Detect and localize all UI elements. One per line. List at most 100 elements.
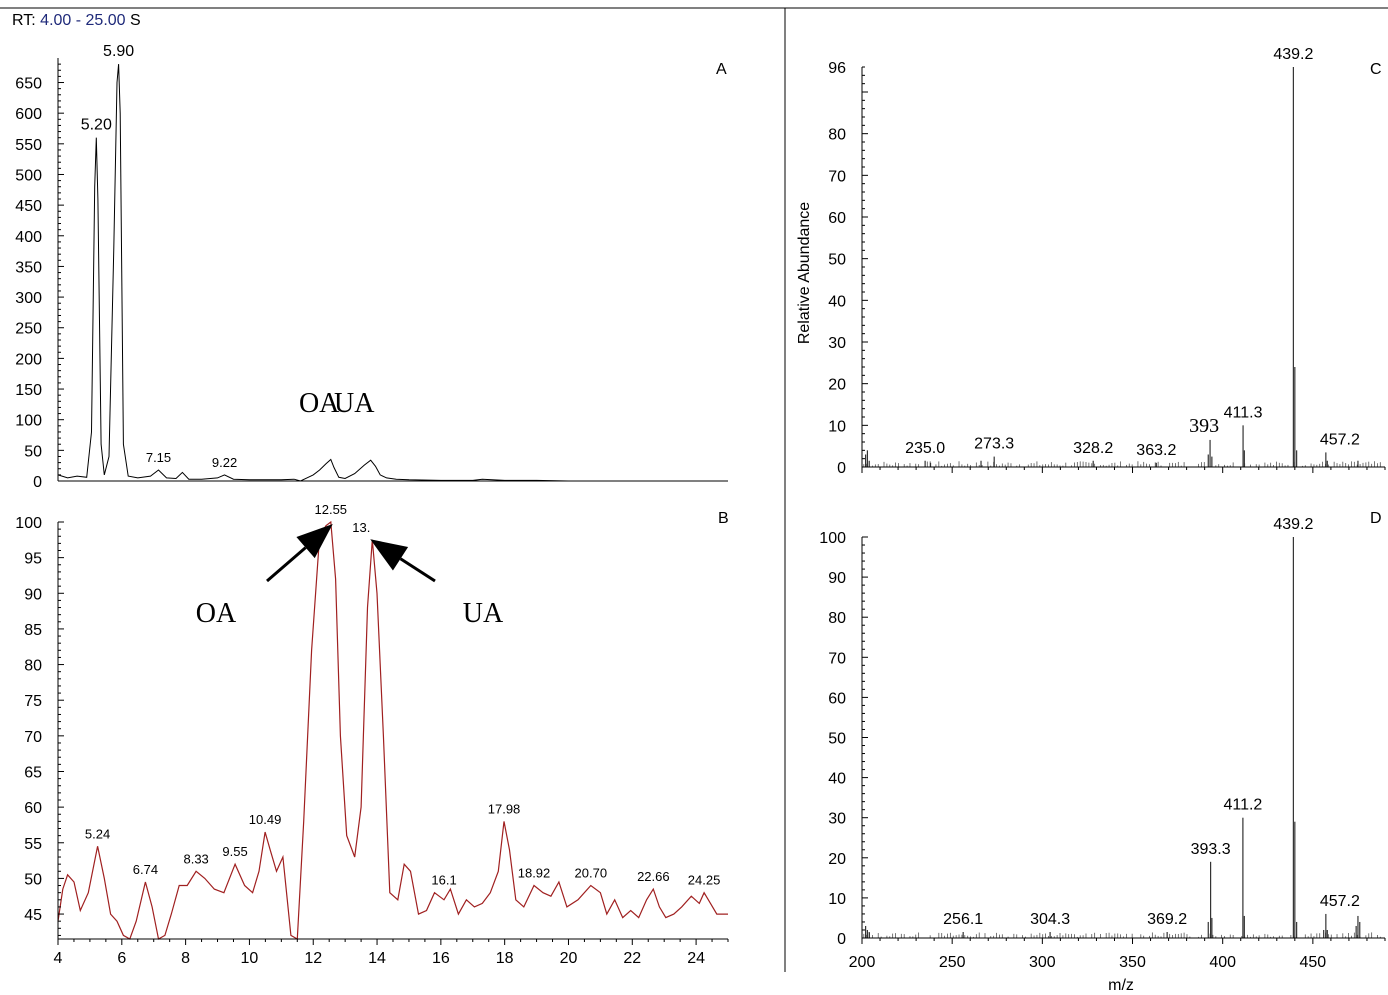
chart-d-y-tick-label: 70 xyxy=(828,650,846,667)
chart-b-arrow-ua-shaft xyxy=(399,557,436,583)
chart-b-peak-label: 8.33 xyxy=(183,851,208,866)
chart-panel-d: 0 10 20 30 40 50 60 70 80 90 100 200 250 300 350 400 450… xyxy=(819,510,1386,994)
chart-b-y-tick-label: 70 xyxy=(24,729,42,746)
chart-d-peak-label: 457.2 xyxy=(1320,893,1360,910)
chart-c-y-tick-label: 60 xyxy=(828,210,846,227)
chart-b-arrow-oa-shaft xyxy=(266,546,307,583)
chart-b-peak-label: 18.92 xyxy=(518,866,551,881)
chart-c-peak-label: 439.2 xyxy=(1273,46,1313,63)
chart-b-x-tick-label: 12 xyxy=(304,950,322,967)
chart-c-y-tick-label: 96 xyxy=(828,60,846,77)
chart-a-peak-label: 7.15 xyxy=(146,450,171,465)
chart-d-x-tick-label: 200 xyxy=(849,954,876,971)
chart-a-y-tick-label: 500 xyxy=(15,167,42,184)
chart-d-x-tick-label: 450 xyxy=(1300,954,1327,971)
chart-a-y-tick-label: 300 xyxy=(15,290,42,307)
chart-b-y-tick-label: 60 xyxy=(24,800,42,817)
chart-b-x-tick-label: 24 xyxy=(687,950,705,967)
chart-c-peak-label: 411.3 xyxy=(1224,404,1263,421)
chart-b-peak-label: 16.1 xyxy=(431,873,456,888)
chart-d-x-tick-label: 350 xyxy=(1119,954,1146,971)
chart-a-y-tick-label: 200 xyxy=(15,351,42,368)
chart-d-peak-label: 304.3 xyxy=(1030,911,1070,928)
chart-a-y-tick-label: 600 xyxy=(15,106,42,123)
chart-panel-a: 050100150200250300350400450500550600650 … xyxy=(15,43,728,491)
rt-suffix: S xyxy=(130,12,141,29)
chart-c-peak-label: 235.0 xyxy=(905,440,945,457)
chart-d-peak-label: 439.2 xyxy=(1273,516,1313,533)
chart-a-annotation: UA xyxy=(334,388,375,419)
chart-b-x-tick-label: 4 xyxy=(54,950,63,967)
chart-b-peak-label: 5.24 xyxy=(85,826,110,841)
chart-a-peak-label: 5.20 xyxy=(81,117,112,134)
chart-b-peak-label: 13. xyxy=(352,520,370,535)
chart-c-ylabel: Relative Abundance xyxy=(796,202,813,344)
chart-c-y-tick-label: 80 xyxy=(828,127,846,144)
chart-c-y-tick-label: 20 xyxy=(828,377,846,394)
chart-d-x-tick-label: 400 xyxy=(1209,954,1236,971)
rt-range: 4.00 - 25.00 xyxy=(40,12,126,29)
chart-b-y-tick-label: 75 xyxy=(24,693,42,710)
chart-a-y-tick-label: 50 xyxy=(24,443,42,460)
chart-c-peak-label: 273.3 xyxy=(974,436,1014,453)
chart-d-y-tick-label: 90 xyxy=(828,570,846,587)
chart-d-x-tick-label: 300 xyxy=(1029,954,1056,971)
chart-a-y-tick-label: 400 xyxy=(15,229,42,246)
chart-panel-c: 0 10 20 30 40 50 60 70 80 96 235.0 273.3 328.2 363.2… xyxy=(796,46,1386,477)
chart-c-peak-label: 457.2 xyxy=(1320,431,1360,448)
chart-b-x-tick-label: 20 xyxy=(560,950,578,967)
chart-c-y-tick-label: 70 xyxy=(828,168,846,185)
chart-a-peak-label: 9.22 xyxy=(212,455,237,470)
chart-d-y-tick-label: 10 xyxy=(828,891,846,908)
chart-panel-b: 45 50 55 60 65 70 75 80 85 90 95 100 4 6 8 10 12 14 16 18 20… xyxy=(15,502,728,967)
chart-b-y-tick-label: 85 xyxy=(24,622,42,639)
chart-b-y-tick-label: 95 xyxy=(24,551,42,568)
chart-b-y-tick-label: 100 xyxy=(15,515,42,532)
chart-b-y-tick-label: 50 xyxy=(24,871,42,888)
chart-a-y-tick-label: 0 xyxy=(33,474,42,491)
chart-b-peak-label: 24.25 xyxy=(688,873,721,888)
chart-c-y-tick-label: 0 xyxy=(837,460,846,477)
chart-c-peak-label: 363.2 xyxy=(1136,442,1176,459)
chart-b-annotation-oa: OA xyxy=(196,598,237,629)
chart-a-y-tick-label: 550 xyxy=(15,137,42,154)
chart-b-peak-label: 22.66 xyxy=(637,869,670,884)
chart-a-peak-label: 5.90 xyxy=(103,43,134,60)
chart-d-y-tick-label: 30 xyxy=(828,811,846,828)
chart-b-annotation-ua: UA xyxy=(463,598,504,629)
chart-d-peak-label: 369.2 xyxy=(1147,911,1187,928)
chart-b-peak-label: 6.74 xyxy=(133,862,158,877)
chart-b-x-tick-label: 8 xyxy=(181,950,190,967)
panel-letter-c: C xyxy=(1370,61,1382,78)
chart-b-peak-label: 12.55 xyxy=(315,502,348,517)
chart-a-y-tick-label: 450 xyxy=(15,198,42,215)
chart-b-x-tick-label: 22 xyxy=(623,950,641,967)
chart-d-peak-label: 256.1 xyxy=(943,911,983,928)
chart-b-x-tick-label: 18 xyxy=(496,950,514,967)
chart-d-peak-label: 393.3 xyxy=(1191,841,1231,858)
chart-b-peak-label: 17.98 xyxy=(488,801,521,816)
chart-d-x-tick-label: 250 xyxy=(939,954,966,971)
chart-b-x-tick-label: 16 xyxy=(432,950,450,967)
chart-c-peak-label: 393 xyxy=(1189,415,1219,437)
chart-d-y-tick-label: 60 xyxy=(828,690,846,707)
rt-prefix: RT: xyxy=(12,12,36,29)
chart-c-y-tick-label: 10 xyxy=(828,418,846,435)
chart-a-annotation: OA xyxy=(299,388,340,419)
chart-d-peak-label: 411.2 xyxy=(1223,797,1262,814)
chart-c-peak-label: 328.2 xyxy=(1073,440,1113,457)
panel-letter-d: D xyxy=(1370,510,1382,527)
chart-d-y-tick-label: 20 xyxy=(828,851,846,868)
chart-a-y-tick-label: 350 xyxy=(15,259,42,276)
chart-b-arrow-oa-head xyxy=(296,524,333,559)
chart-a-y-tick-label: 100 xyxy=(15,413,42,430)
chart-b-x-tick-label: 10 xyxy=(241,950,259,967)
chart-d-xlabel: m/z xyxy=(1108,977,1134,994)
chart-b-trace xyxy=(57,520,728,940)
chart-a-y-tick-label: 150 xyxy=(15,382,42,399)
chart-d-y-tick-label: 40 xyxy=(828,771,846,788)
chart-d-y-tick-label: 80 xyxy=(828,610,846,627)
chart-b-arrow-ua-head xyxy=(370,539,409,571)
chart-c-y-tick-label: 40 xyxy=(828,293,846,310)
